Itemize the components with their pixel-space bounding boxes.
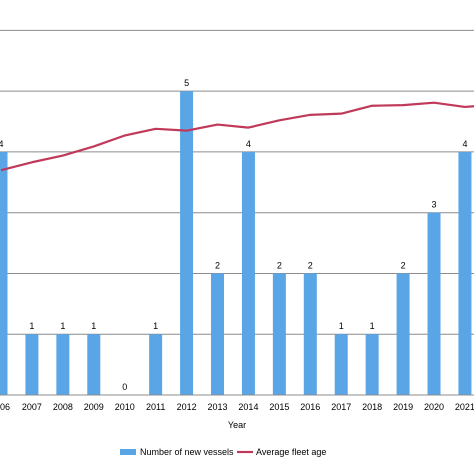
bar <box>303 273 317 395</box>
x-tick-label: 06 <box>0 402 10 412</box>
bar <box>149 334 163 395</box>
x-tick-label: 2011 <box>146 402 165 412</box>
bar-data-label: 4 <box>246 139 251 149</box>
bar-data-label: 1 <box>153 321 158 331</box>
bar-data-label: 4 <box>462 139 467 149</box>
bar <box>87 334 101 395</box>
legend-bar-swatch <box>120 449 136 455</box>
bar <box>458 151 472 395</box>
x-axis: 06 2007 2008 2009 2010 2011 2012 2013 2014 2015 20… <box>0 394 474 412</box>
x-tick-label: 2013 <box>207 402 227 412</box>
bar-data-label: 0 <box>122 382 127 392</box>
bar-data-label: 5 <box>184 78 189 88</box>
bar-data-labels: 41110152422112345 <box>0 78 467 392</box>
bar <box>427 212 441 395</box>
bar <box>396 273 410 395</box>
x-tick-label: 2015 <box>269 402 289 412</box>
bar <box>365 334 379 395</box>
legend-label: Number of new vessels <box>140 447 234 457</box>
x-tick-label: 2019 <box>393 402 413 412</box>
bar-data-label: 4 <box>0 139 4 149</box>
x-tick-label: 2016 <box>300 402 320 412</box>
x-tick-label: 2017 <box>331 402 351 412</box>
x-tick-label: 2014 <box>238 402 258 412</box>
bar-data-label: 2 <box>277 260 282 270</box>
x-tick-label: 2010 <box>115 402 135 412</box>
bar <box>56 334 70 395</box>
bar <box>0 151 8 395</box>
bar-series <box>0 91 472 396</box>
bar <box>241 151 255 395</box>
bar-data-label: 1 <box>29 321 34 331</box>
bar-data-label: 2 <box>215 260 220 270</box>
x-tick-label: 2008 <box>53 402 73 412</box>
x-axis-title: Year <box>228 420 246 430</box>
bar <box>180 91 194 396</box>
bar <box>272 273 286 395</box>
bar-data-label: 1 <box>339 321 344 331</box>
x-tick-label: 2007 <box>22 402 42 412</box>
bar <box>25 334 39 395</box>
bar <box>211 273 225 395</box>
x-tick-label: 2009 <box>84 402 104 412</box>
bar-data-label: 2 <box>401 260 406 270</box>
bar-data-label: 1 <box>370 321 375 331</box>
bar-data-label: 1 <box>60 321 65 331</box>
x-tick-label: 2012 <box>177 402 197 412</box>
legend: Number of new vessels Average fleet age <box>120 447 326 457</box>
x-tick-label: 2021 <box>455 402 474 412</box>
x-tick-label: 2018 <box>362 402 382 412</box>
x-tick-label: 2020 <box>424 402 444 412</box>
bar-data-label: 3 <box>432 200 437 210</box>
bar-data-label: 1 <box>91 321 96 331</box>
bar-data-label: 2 <box>308 260 313 270</box>
line-path <box>0 101 474 172</box>
legend-label: Average fleet age <box>256 447 326 457</box>
bar <box>334 334 348 395</box>
line-series <box>0 101 474 172</box>
